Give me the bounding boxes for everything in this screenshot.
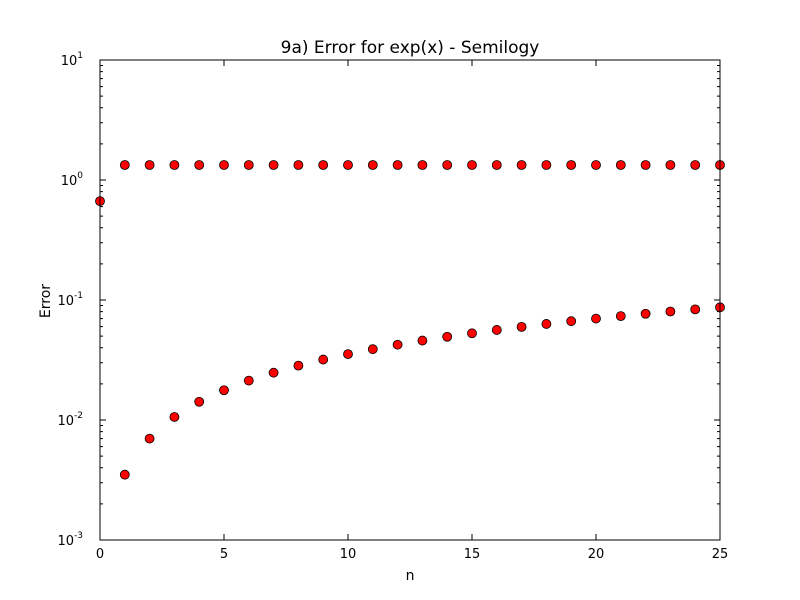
data-point-series-1 <box>491 160 502 170</box>
data-point-series-2 <box>219 385 229 396</box>
data-point-series-2 <box>268 367 279 378</box>
x-tick-label: 15 <box>464 547 481 562</box>
data-point-series-2 <box>293 360 304 371</box>
x-tick-label: 10 <box>340 547 357 562</box>
data-point-series-2 <box>343 349 353 360</box>
points-layer <box>95 160 725 480</box>
y-tick-label: 100 <box>61 171 84 189</box>
y-tick-label: 10-2 <box>57 411 83 429</box>
data-point-series-1 <box>293 160 304 170</box>
data-point-series-2 <box>541 319 552 329</box>
data-point-series-1 <box>392 160 403 170</box>
y-tick-base: 10 <box>61 54 78 69</box>
data-point-series-2 <box>665 306 676 317</box>
data-point-series-1 <box>367 160 378 170</box>
data-point-series-1 <box>318 160 329 170</box>
x-tick-label: 0 <box>96 547 104 562</box>
data-point-series-1 <box>640 160 651 170</box>
chart-title: 9a) Error for exp(x) - Semilogy <box>281 38 540 58</box>
y-tick-exponent: -3 <box>74 531 83 541</box>
data-point-series-1 <box>417 160 428 170</box>
data-point-series-2 <box>392 339 403 350</box>
data-point-series-2 <box>690 304 701 315</box>
y-tick-base: 10 <box>57 414 74 429</box>
x-axis-label: n <box>406 568 415 584</box>
data-point-series-2 <box>194 396 205 407</box>
data-point-series-2 <box>318 354 329 365</box>
data-point-series-2 <box>367 344 378 355</box>
data-point-series-1 <box>665 160 676 170</box>
y-tick-exponent: -1 <box>74 291 83 301</box>
data-point-series-1 <box>615 160 626 170</box>
data-point-series-1 <box>343 160 353 170</box>
data-point-series-1 <box>119 160 130 170</box>
data-point-series-1 <box>243 160 254 170</box>
x-tick-label: 20 <box>588 547 605 562</box>
x-tick-label: 5 <box>220 547 228 562</box>
data-point-series-2 <box>591 313 601 324</box>
y-tick-exponent: 1 <box>77 51 83 61</box>
data-point-series-1 <box>516 160 527 170</box>
data-point-series-1 <box>442 160 453 170</box>
data-point-series-2 <box>442 331 453 342</box>
data-point-series-1 <box>169 160 180 170</box>
data-point-series-2 <box>417 335 428 346</box>
data-point-series-2 <box>243 375 254 386</box>
data-point-series-2 <box>566 316 577 327</box>
data-point-series-1 <box>219 160 229 170</box>
data-point-series-2 <box>169 412 180 422</box>
y-tick-base: 10 <box>57 534 74 549</box>
y-tick-exponent: 0 <box>77 171 83 181</box>
data-point-series-2 <box>516 321 527 332</box>
data-point-series-2 <box>491 325 502 335</box>
data-point-series-2 <box>640 308 651 319</box>
y-tick-base: 10 <box>61 174 78 189</box>
data-point-series-2 <box>119 469 130 480</box>
y-tick-exponent: -2 <box>74 411 83 421</box>
data-point-series-1 <box>566 160 577 170</box>
plot-frame <box>99 59 721 541</box>
data-point-series-2 <box>144 433 155 444</box>
data-point-series-1 <box>268 160 279 170</box>
y-tick-base: 10 <box>57 294 74 309</box>
data-point-series-1 <box>467 160 477 170</box>
data-point-series-1 <box>541 160 552 170</box>
y-tick-label: 101 <box>61 51 83 69</box>
y-tick-label: 10-1 <box>57 291 83 309</box>
y-tick-label: 10-3 <box>57 531 83 549</box>
data-point-series-2 <box>615 311 626 322</box>
data-point-series-1 <box>194 160 205 170</box>
data-point-series-2 <box>467 328 477 339</box>
data-point-series-1 <box>690 160 701 170</box>
x-tick-label: 25 <box>712 547 729 562</box>
data-point-series-1 <box>144 160 155 170</box>
y-axis-label: Error <box>38 284 54 318</box>
data-point-series-1 <box>591 160 601 170</box>
